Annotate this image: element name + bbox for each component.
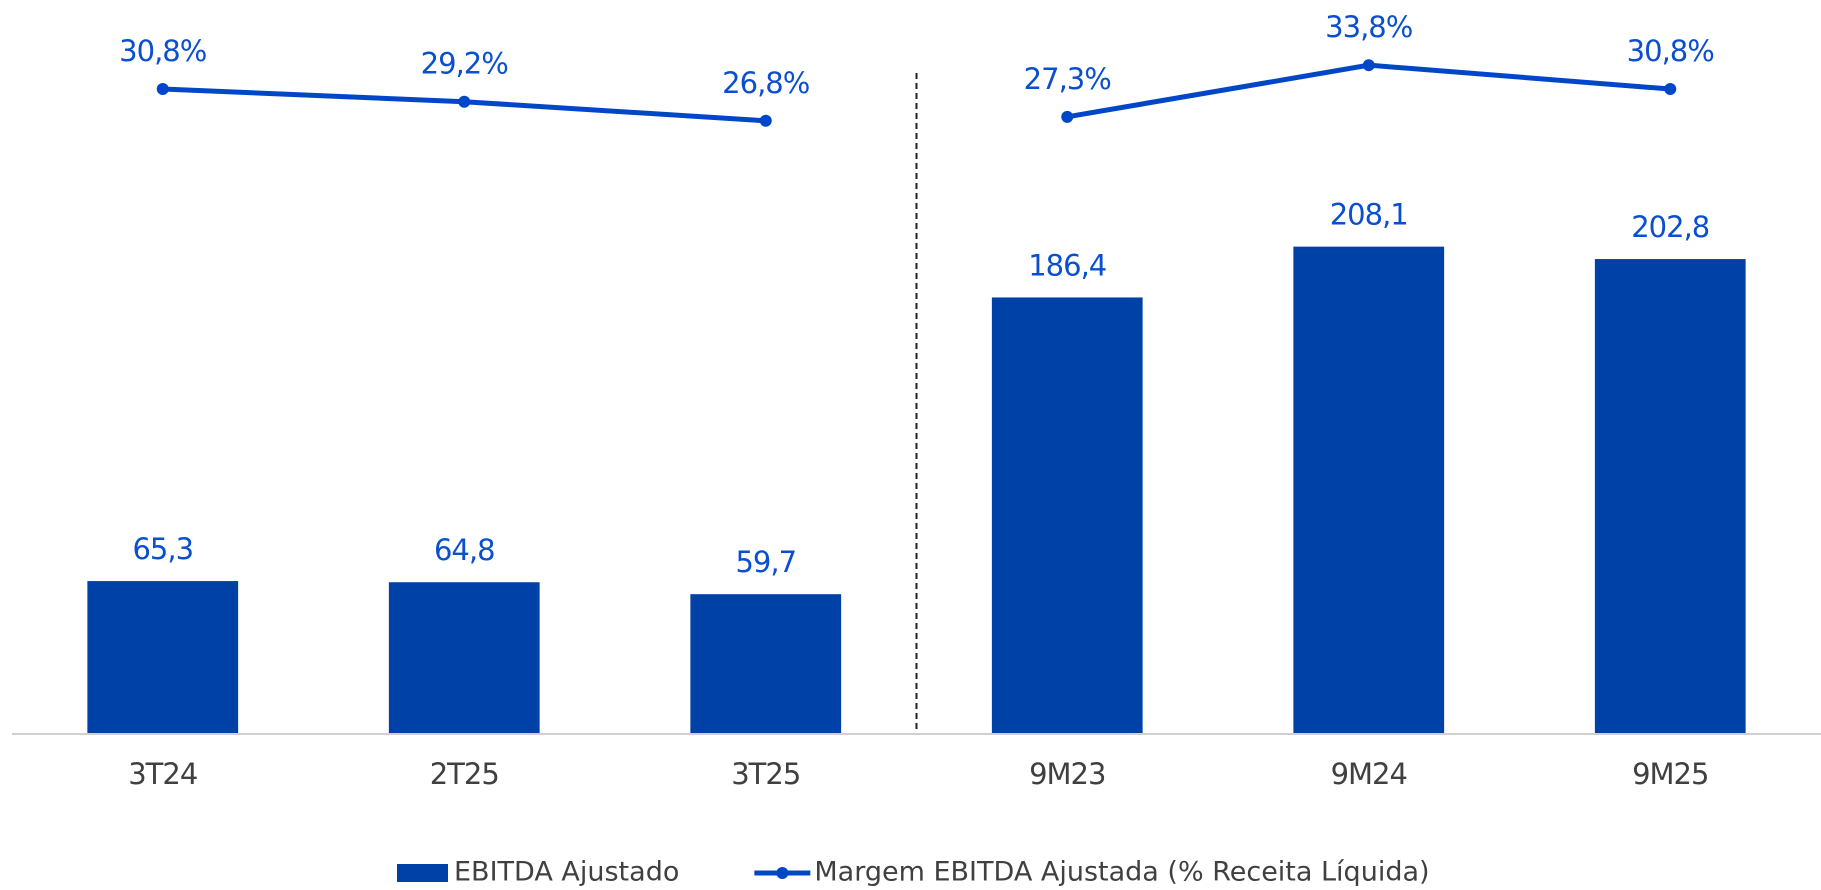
bar [388,582,540,734]
x-tick-label: 9M24 [1331,757,1407,791]
bar-label: 65,3 [132,532,193,566]
line-label: 26,8% [722,66,809,100]
x-tick-label: 2T25 [430,757,499,791]
line-label: 27,3% [1024,62,1111,96]
bar-label: 202,8 [1631,210,1709,244]
bar [1594,259,1746,734]
bar-label: 208,1 [1330,198,1408,232]
line-label: 30,8% [1627,34,1714,68]
bar [690,594,842,734]
line-marker [759,114,772,127]
bar-label: 186,4 [1028,248,1106,282]
legend-swatch [397,864,448,882]
bar [1293,246,1445,734]
line-marker [1664,83,1677,96]
line-marker [1061,110,1074,123]
legend-label: Margem EBITDA Ajustada (% Receita Líquid… [814,857,1429,888]
bar-label: 59,7 [735,545,796,579]
bar-label: 64,8 [434,533,495,567]
legend-marker [776,867,789,879]
x-tick-label: 9M25 [1632,757,1708,791]
line-label: 29,2% [421,47,508,81]
bar [991,297,1143,734]
legend-label: EBITDA Ajustado [454,857,679,888]
line-label: 33,8% [1325,10,1412,44]
x-tick-label: 9M23 [1029,757,1105,791]
bar [87,581,239,734]
line-label: 30,8% [119,34,206,68]
x-tick-label: 3T25 [731,757,800,791]
line-marker [1362,59,1375,72]
line [1066,62,1671,120]
line-marker [458,95,471,108]
line-marker [156,83,169,96]
x-tick-label: 3T24 [128,757,197,791]
